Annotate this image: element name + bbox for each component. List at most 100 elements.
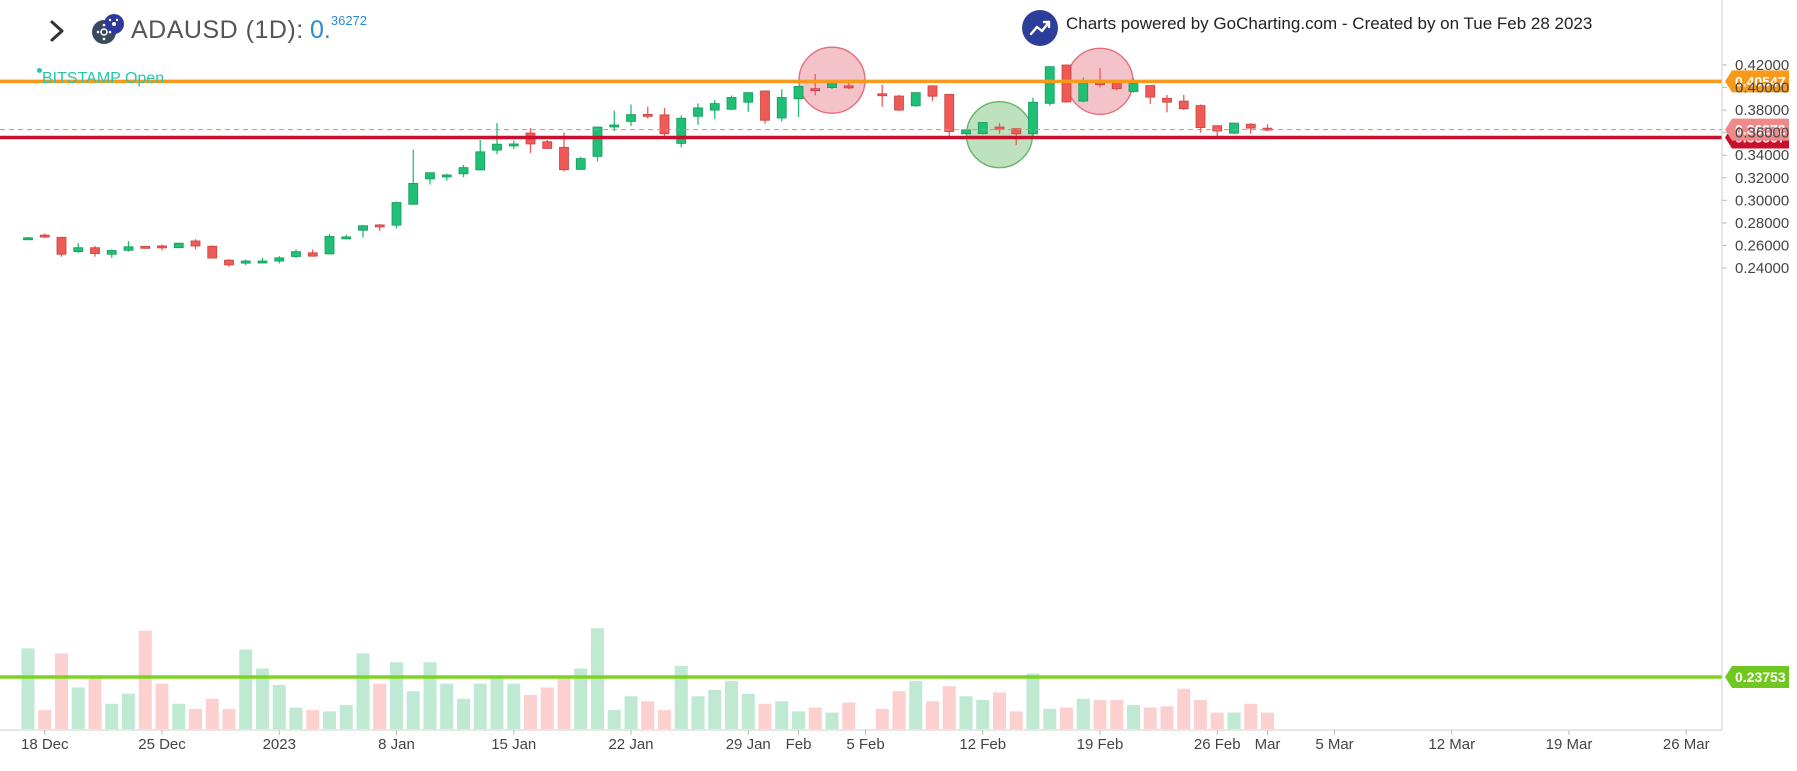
y-tick-label: 0.26000: [1735, 237, 1789, 254]
candle[interactable]: [106, 249, 117, 258]
candle[interactable]: [676, 115, 687, 148]
candle[interactable]: [760, 90, 770, 124]
candle[interactable]: [341, 234, 352, 240]
volume-bar: [1127, 705, 1140, 729]
candle[interactable]: [542, 139, 553, 149]
candle[interactable]: [1061, 64, 1072, 103]
candle[interactable]: [592, 126, 603, 162]
candle-body: [626, 114, 636, 122]
candle[interactable]: [207, 245, 218, 259]
candle[interactable]: [425, 172, 435, 185]
candle[interactable]: [1028, 97, 1038, 139]
candle[interactable]: [709, 99, 720, 120]
candle[interactable]: [894, 94, 904, 111]
candle[interactable]: [525, 128, 536, 153]
candle-body: [492, 143, 502, 151]
candle[interactable]: [39, 233, 50, 239]
candle-body: [508, 143, 519, 147]
candle[interactable]: [458, 164, 469, 178]
expand-chevron-icon[interactable]: [44, 16, 70, 46]
candle[interactable]: [324, 234, 335, 255]
candle-body: [693, 107, 703, 117]
volume-bar: [1261, 712, 1274, 729]
candles: [23, 64, 1273, 267]
volume-bar: [959, 696, 973, 729]
candle[interactable]: [1145, 85, 1156, 104]
candle[interactable]: [810, 74, 821, 96]
candle[interactable]: [977, 122, 988, 135]
y-tick-label: 0.36000: [1735, 125, 1789, 142]
candle[interactable]: [190, 239, 201, 250]
candle[interactable]: [374, 224, 385, 231]
candle[interactable]: [441, 173, 452, 181]
candle[interactable]: [157, 244, 167, 251]
candle[interactable]: [23, 236, 33, 241]
volume-bar: [105, 703, 119, 729]
candle[interactable]: [877, 84, 888, 107]
candle[interactable]: [626, 104, 636, 126]
candle[interactable]: [1245, 123, 1256, 134]
candle[interactable]: [743, 92, 754, 112]
x-tick-label: 8 Jan: [378, 736, 415, 753]
candle[interactable]: [240, 259, 251, 266]
candle[interactable]: [475, 139, 486, 171]
candle[interactable]: [1178, 94, 1189, 111]
volume-level-tag: 0.23753: [1725, 666, 1789, 688]
candle[interactable]: [793, 86, 804, 117]
candle[interactable]: [173, 242, 184, 249]
candle[interactable]: [1044, 66, 1055, 106]
candle-body: [157, 245, 167, 249]
candle[interactable]: [257, 257, 268, 264]
candle[interactable]: [274, 256, 285, 264]
candle[interactable]: [776, 89, 787, 122]
candle[interactable]: [726, 95, 737, 111]
candle[interactable]: [575, 156, 586, 170]
volume-bar: [272, 684, 286, 729]
candle-body: [559, 146, 569, 171]
candle[interactable]: [910, 92, 921, 107]
candle[interactable]: [408, 149, 419, 205]
candle[interactable]: [123, 241, 134, 252]
candle[interactable]: [56, 236, 67, 257]
volume-bar: [1244, 703, 1258, 729]
candle[interactable]: [508, 140, 519, 150]
candle[interactable]: [358, 225, 368, 238]
candle-body: [542, 141, 553, 149]
candle-body: [1044, 66, 1055, 104]
candle[interactable]: [90, 246, 100, 257]
candle[interactable]: [391, 201, 402, 229]
candle[interactable]: [843, 83, 854, 90]
candle[interactable]: [961, 129, 971, 135]
candle[interactable]: [307, 249, 318, 257]
candle[interactable]: [642, 106, 653, 119]
candle[interactable]: [1229, 122, 1239, 134]
candle[interactable]: [140, 245, 151, 249]
current-price-tag: 0.36272: [1725, 118, 1789, 141]
y-tick-label: 0.38000: [1735, 102, 1789, 119]
volume-bar: [1210, 712, 1224, 729]
candle-body: [793, 86, 804, 100]
volume-bar: [792, 711, 805, 729]
volume-bar: [373, 683, 387, 729]
candle[interactable]: [693, 103, 703, 125]
volume-bar: [540, 687, 554, 729]
candle[interactable]: [1195, 104, 1206, 133]
exchange-status: BITSTAMP Open: [42, 70, 165, 87]
current-price-label: 0.36272: [310, 12, 368, 44]
candle[interactable]: [609, 110, 620, 131]
candle[interactable]: [659, 107, 670, 137]
candle-body: [944, 93, 955, 132]
candle-body: [1195, 105, 1206, 128]
x-tick-label: 26 Feb: [1194, 736, 1241, 753]
candle[interactable]: [224, 259, 234, 267]
volume-bar: [808, 707, 822, 729]
candle[interactable]: [73, 243, 84, 253]
y-tick-label: 0.24000: [1735, 260, 1789, 277]
candle[interactable]: [1162, 94, 1172, 113]
volume-bar: [138, 630, 152, 729]
candle[interactable]: [927, 85, 938, 102]
candle-body: [760, 90, 770, 121]
candle[interactable]: [291, 249, 301, 258]
candle[interactable]: [944, 93, 955, 138]
